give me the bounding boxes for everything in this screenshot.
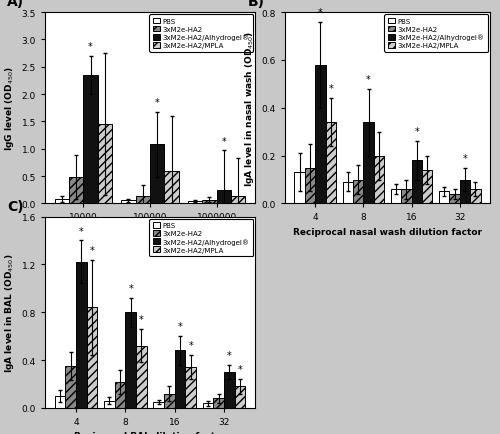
Bar bbox=[460, 180, 470, 204]
X-axis label: Reciprocal serum dilution factor: Reciprocal serum dilution factor bbox=[68, 227, 232, 237]
Text: *: * bbox=[222, 136, 226, 146]
Y-axis label: IgA level in nasal wash (OD$_{450}$): IgA level in nasal wash (OD$_{450}$) bbox=[243, 30, 256, 187]
Bar bbox=[54, 396, 65, 408]
Text: *: * bbox=[155, 98, 160, 108]
Bar bbox=[470, 190, 480, 204]
Bar bbox=[214, 398, 224, 408]
Text: *: * bbox=[178, 322, 182, 332]
Bar bbox=[121, 201, 136, 204]
Bar bbox=[203, 403, 213, 408]
Text: *: * bbox=[90, 245, 94, 255]
Text: B): B) bbox=[248, 0, 265, 9]
Bar bbox=[136, 196, 150, 204]
Text: *: * bbox=[366, 75, 371, 85]
Text: *: * bbox=[128, 283, 133, 293]
Bar bbox=[202, 200, 216, 204]
Bar bbox=[231, 197, 246, 204]
Text: C): C) bbox=[7, 199, 24, 213]
Bar bbox=[216, 191, 231, 204]
Text: *: * bbox=[88, 42, 93, 52]
Bar bbox=[374, 156, 384, 204]
Bar bbox=[54, 200, 69, 204]
Bar bbox=[126, 312, 136, 408]
Bar bbox=[136, 346, 146, 408]
Bar bbox=[186, 367, 196, 408]
Text: *: * bbox=[188, 341, 193, 351]
X-axis label: Reciprocal nasal wash dilution factor: Reciprocal nasal wash dilution factor bbox=[293, 227, 482, 237]
Bar bbox=[353, 180, 364, 204]
Legend: PBS, 3xM2e-HA2, 3xM2e-HA2/Alhydrogel®, 3xM2e-HA2/MPLA: PBS, 3xM2e-HA2, 3xM2e-HA2/Alhydrogel®, 3… bbox=[384, 15, 488, 53]
Text: *: * bbox=[79, 226, 84, 236]
Bar bbox=[304, 168, 315, 204]
Bar bbox=[164, 394, 174, 408]
Bar bbox=[154, 402, 164, 408]
Bar bbox=[294, 173, 304, 204]
Bar bbox=[412, 161, 422, 204]
Text: *: * bbox=[462, 154, 468, 163]
Text: *: * bbox=[227, 350, 232, 360]
Y-axis label: IgA level in BAL (OD$_{450}$): IgA level in BAL (OD$_{450}$) bbox=[3, 253, 16, 372]
Bar bbox=[114, 382, 126, 408]
Bar bbox=[422, 171, 432, 204]
Bar bbox=[104, 401, 115, 408]
Bar bbox=[84, 76, 98, 204]
Bar bbox=[188, 201, 202, 204]
Bar bbox=[391, 190, 401, 204]
Bar bbox=[224, 372, 235, 408]
X-axis label: Reciprocal BAL dilution factor: Reciprocal BAL dilution factor bbox=[74, 431, 226, 434]
Text: *: * bbox=[328, 84, 333, 94]
Bar bbox=[174, 351, 186, 408]
Legend: PBS, 3xM2e-HA2, 3xM2e-HA2/Alhydrogel®, 3xM2e-HA2/MPLA: PBS, 3xM2e-HA2, 3xM2e-HA2/Alhydrogel®, 3… bbox=[149, 219, 253, 256]
Bar bbox=[98, 125, 112, 204]
Bar bbox=[450, 194, 460, 204]
Bar bbox=[150, 145, 164, 204]
Text: *: * bbox=[414, 127, 419, 137]
Bar bbox=[235, 386, 246, 408]
Bar bbox=[342, 182, 353, 204]
Bar bbox=[364, 123, 374, 204]
Text: *: * bbox=[318, 8, 322, 18]
Text: A): A) bbox=[7, 0, 24, 9]
Legend: PBS, 3xM2e-HA2, 3xM2e-HA2/Alhydrogel®, 3xM2e-HA2/MPLA: PBS, 3xM2e-HA2, 3xM2e-HA2/Alhydrogel®, 3… bbox=[149, 15, 253, 53]
Bar bbox=[326, 123, 336, 204]
Text: *: * bbox=[238, 365, 242, 375]
Text: *: * bbox=[139, 315, 143, 325]
Bar bbox=[315, 66, 326, 204]
Y-axis label: IgG level (OD$_{450}$): IgG level (OD$_{450}$) bbox=[3, 66, 16, 151]
Bar bbox=[76, 262, 86, 408]
Bar bbox=[164, 171, 179, 204]
Bar bbox=[65, 366, 76, 408]
Bar bbox=[86, 308, 97, 408]
Bar bbox=[439, 192, 450, 204]
Bar bbox=[69, 178, 84, 204]
Bar bbox=[401, 190, 411, 204]
